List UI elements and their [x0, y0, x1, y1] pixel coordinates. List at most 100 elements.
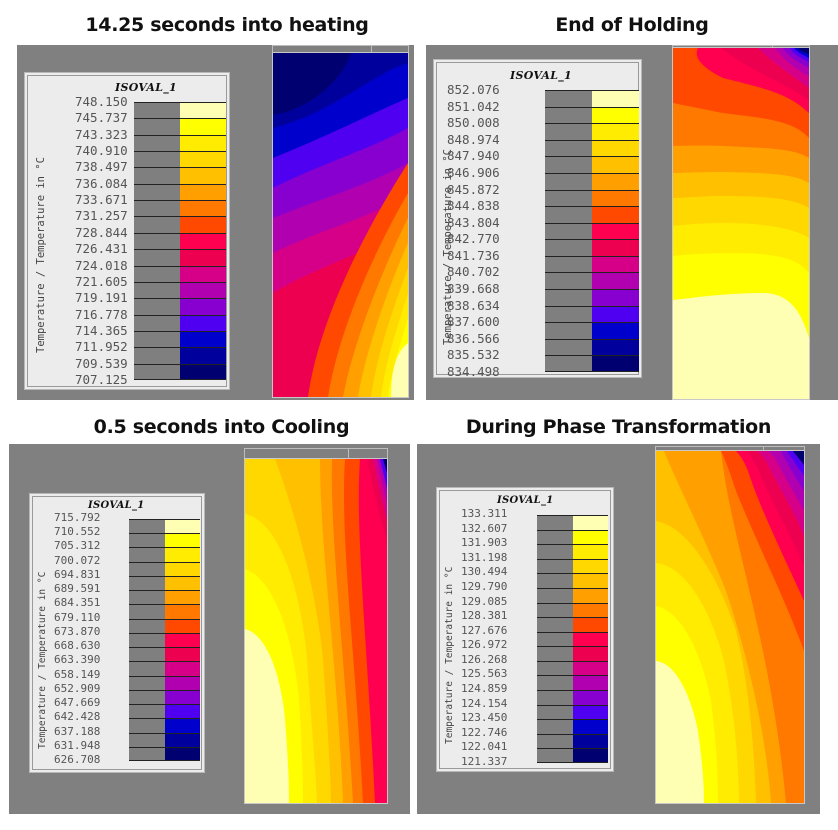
colorbar-swatch [164, 604, 200, 620]
colorbar-tick [545, 189, 639, 191]
colorbar-swatch [572, 690, 608, 706]
colorbar-swatch [592, 222, 639, 240]
legend-title: ISOVAL_1 [115, 81, 177, 94]
colorbar-swatch [572, 529, 608, 545]
legend-value: 728.844 [75, 224, 128, 240]
colorbar-tick [134, 200, 226, 202]
legend-value: 694.831 [54, 567, 101, 581]
panel-title-holding: End of Holding [555, 14, 709, 36]
legend-value: 705.312 [54, 539, 101, 553]
legend-value: 130.494 [461, 565, 508, 579]
legend-value: 684.351 [54, 596, 101, 610]
legend-value: 844.838 [447, 198, 500, 214]
legend-value: 851.042 [447, 98, 500, 114]
colorbar-tick [537, 733, 608, 735]
colorbar-tick [537, 544, 608, 546]
colorbar-tick [129, 519, 200, 520]
colorbar-swatch [592, 156, 639, 174]
colorbar-tick [134, 281, 226, 283]
colorbar-swatch [164, 533, 200, 548]
colorbar-swatch [592, 289, 639, 307]
colorbar-tick [129, 647, 200, 649]
colorbar-tick [129, 618, 200, 620]
contour-plot-holding [672, 47, 810, 400]
legend-value: 743.323 [75, 126, 128, 142]
legend-value: 668.630 [54, 639, 101, 653]
colorbar-swatch [164, 675, 200, 691]
colorbar-tick [537, 748, 608, 750]
panel-title-heating: 14.25 seconds into heating [85, 14, 369, 36]
colorbar-tick [545, 222, 639, 224]
colorbar-gray-column [545, 90, 592, 372]
panel-cooling: ISOVAL_1 Temperature / Temperature in °C… [9, 444, 410, 814]
colorbar-swatch [592, 355, 639, 373]
legend-value: 736.084 [75, 175, 128, 191]
legend-value: 125.563 [461, 667, 508, 681]
colorbar-tick [537, 558, 608, 560]
colorbar-swatch [164, 618, 200, 634]
colorbar-tick [537, 515, 608, 516]
legend-value: 724.018 [75, 257, 128, 273]
colorbar-tick [537, 631, 608, 633]
legend-value: 131.198 [461, 550, 508, 564]
colorbar-tick [129, 746, 200, 748]
colorbar-swatch [592, 106, 639, 124]
legend-phase-transformation: ISOVAL_1 Temperature / Temperature in °C… [436, 487, 614, 772]
viewport-strip [655, 446, 805, 451]
colorbar-swatch [572, 646, 608, 662]
colorbar-tick [129, 704, 200, 706]
colorbar-tick [537, 573, 608, 575]
colorbar-swatch [592, 338, 639, 356]
legend-value: 124.154 [461, 696, 508, 710]
colorbar-tick [129, 689, 200, 691]
colorbar-swatch [164, 547, 200, 563]
colorbar-tick [134, 183, 226, 185]
colorbar-tick [134, 330, 226, 332]
legend-cooling: ISOVAL_1 Temperature / Temperature in °C… [29, 493, 205, 773]
colorbar-color-column [592, 90, 639, 373]
colorbar-swatch [180, 265, 226, 283]
colorbar-swatch [164, 590, 200, 605]
colorbar-swatch [180, 281, 226, 299]
colorbar-tick [545, 239, 639, 241]
legend-value: 637.188 [54, 724, 101, 738]
legend-value: 709.539 [75, 355, 128, 371]
colorbar [134, 102, 226, 381]
legend-value: 852.076 [447, 82, 500, 97]
colorbar-axis-label: Temperature / Temperature in °C [37, 571, 48, 749]
colorbar-tick [545, 90, 639, 91]
colorbar-swatch [592, 272, 639, 290]
legend-title: ISOVAL_1 [88, 500, 145, 511]
colorbar-swatch [572, 544, 608, 560]
colorbar-color-column [164, 519, 200, 762]
legend-title: ISOVAL_1 [497, 495, 554, 506]
colorbar-tick [129, 732, 200, 734]
legend-value: 642.428 [54, 710, 101, 724]
colorbar-swatch [164, 561, 200, 577]
colorbar-tick [134, 249, 226, 251]
colorbar-tick [134, 379, 226, 380]
legend-value: 715.792 [54, 511, 101, 524]
colorbar-swatch [164, 575, 200, 591]
colorbar-swatch [180, 347, 226, 365]
colorbar-tick [134, 232, 226, 234]
colorbar-swatch [180, 249, 226, 267]
legend-value: 721.605 [75, 273, 128, 289]
colorbar-swatch [572, 748, 608, 764]
colorbar-tick [134, 314, 226, 316]
colorbar-tick [545, 156, 639, 158]
colorbar-swatch [180, 167, 226, 185]
colorbar-tick [134, 298, 226, 300]
colorbar-tick [545, 272, 639, 274]
colorbar-tick [537, 690, 608, 692]
colorbar-swatch [572, 587, 608, 604]
legend-holding: ISOVAL_1 Temperature / Temperature in °C… [433, 59, 642, 379]
legend-value: 647.669 [54, 696, 101, 710]
colorbar-swatch [164, 746, 200, 762]
legend-value: 848.974 [447, 131, 500, 147]
legend-value: 726.431 [75, 241, 128, 257]
colorbar-tick [537, 617, 608, 619]
colorbar-tick [537, 646, 608, 648]
colorbar-tick [545, 123, 639, 125]
legend-value: 126.268 [461, 652, 508, 666]
